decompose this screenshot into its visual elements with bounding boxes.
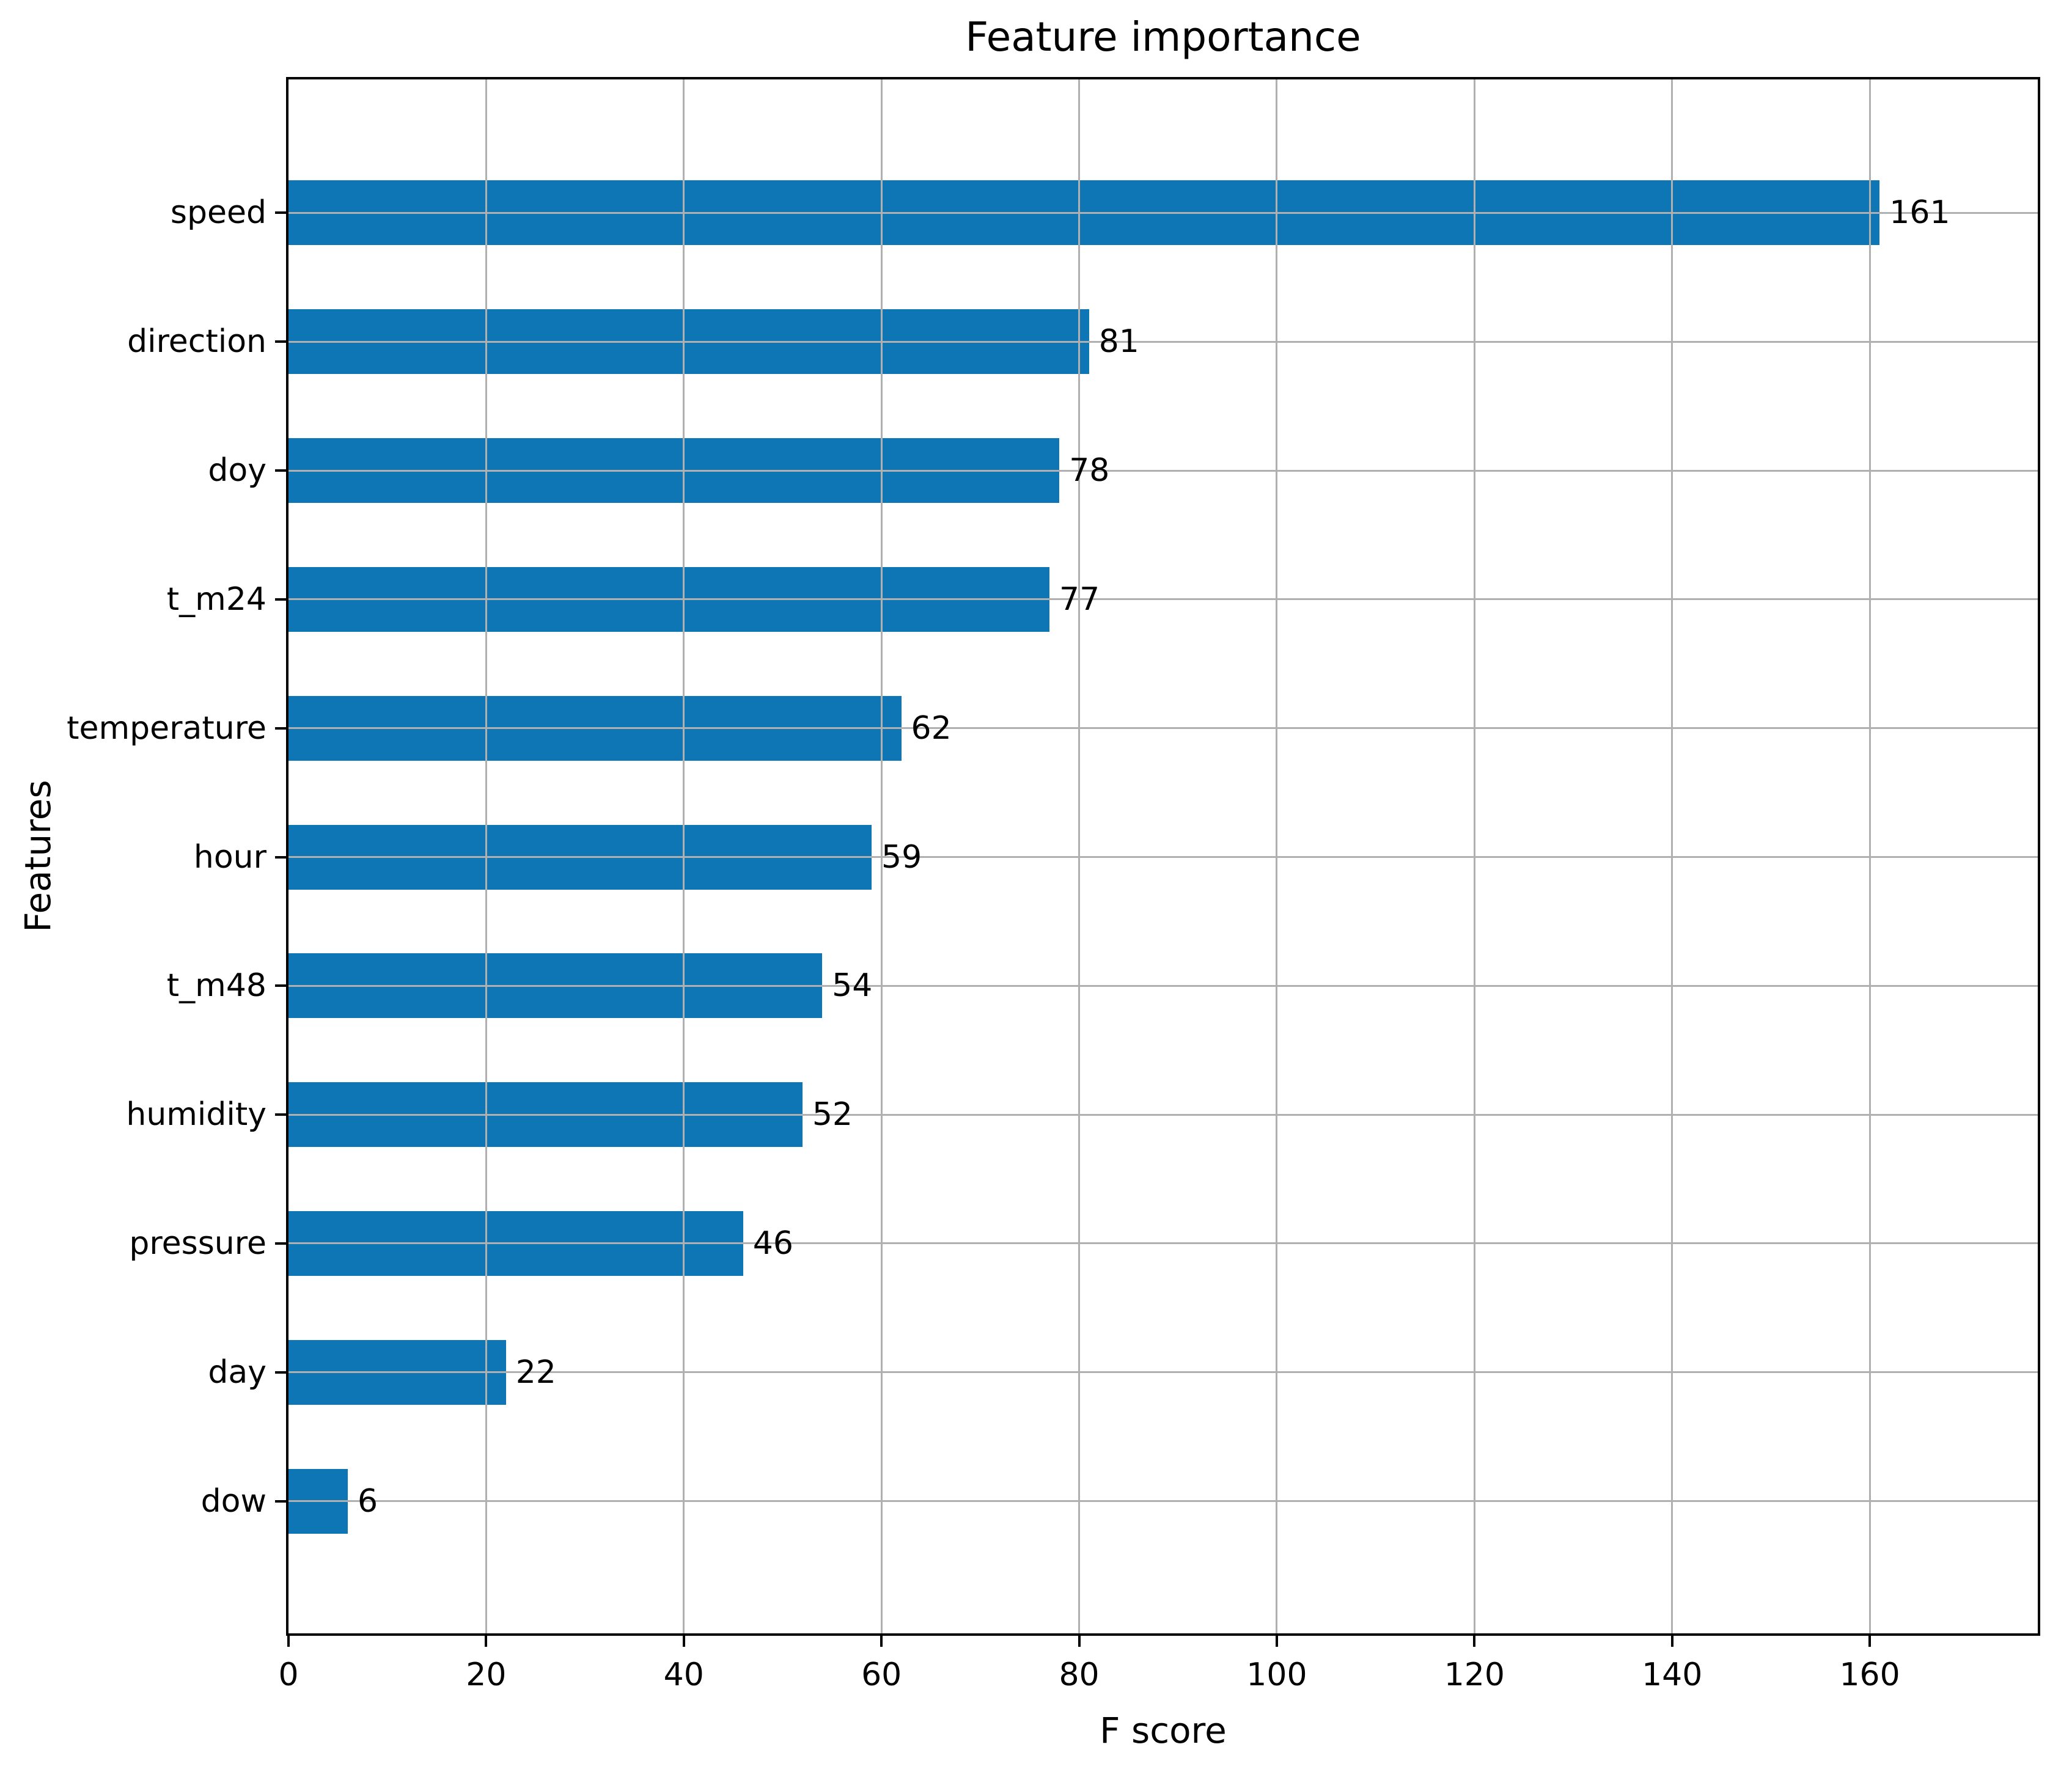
x-tick-100 bbox=[1275, 1636, 1278, 1647]
y-gridline-speed bbox=[288, 211, 2038, 214]
y-tick-direction bbox=[275, 340, 286, 343]
y-gridline-doy bbox=[288, 469, 2038, 472]
value-label-speed: 161 bbox=[1889, 194, 1950, 232]
x-tick-label-0: 0 bbox=[278, 1657, 299, 1693]
y-tick-doy bbox=[275, 469, 286, 472]
y-tick-t_m48 bbox=[275, 984, 286, 987]
category-label-pressure: pressure bbox=[129, 1225, 266, 1262]
value-label-t_m24: 77 bbox=[1059, 581, 1100, 618]
value-label-doy: 78 bbox=[1069, 452, 1110, 489]
y-tick-dow bbox=[275, 1500, 286, 1503]
y-gridline-t_m24 bbox=[288, 598, 2038, 601]
x-tick-120 bbox=[1473, 1636, 1476, 1647]
x-tick-140 bbox=[1670, 1636, 1673, 1647]
y-gridline-dow bbox=[288, 1500, 2038, 1503]
category-label-humidity: humidity bbox=[126, 1096, 266, 1134]
category-label-direction: direction bbox=[127, 323, 266, 361]
y-gridline-hour bbox=[288, 856, 2038, 859]
x-tick-label-40: 40 bbox=[663, 1657, 704, 1693]
y-gridline-temperature bbox=[288, 727, 2038, 730]
x-tick-label-160: 160 bbox=[1839, 1657, 1900, 1693]
y-gridline-humidity bbox=[288, 1113, 2038, 1116]
x-tick-0 bbox=[287, 1636, 290, 1647]
category-label-temperature: temperature bbox=[67, 709, 266, 747]
chart-title: Feature importance bbox=[965, 13, 1361, 60]
x-tick-60 bbox=[880, 1636, 883, 1647]
x-tick-label-80: 80 bbox=[1059, 1657, 1100, 1693]
x-tick-80 bbox=[1078, 1636, 1081, 1647]
value-label-t_m48: 54 bbox=[832, 967, 873, 1005]
value-label-direction: 81 bbox=[1098, 323, 1139, 361]
category-label-t_m48: t_m48 bbox=[166, 967, 266, 1005]
y-gridline-day bbox=[288, 1371, 2038, 1374]
x-tick-label-120: 120 bbox=[1444, 1657, 1505, 1693]
y-tick-humidity bbox=[275, 1113, 286, 1116]
category-label-dow: dow bbox=[200, 1482, 266, 1520]
value-label-hour: 59 bbox=[881, 838, 922, 876]
y-tick-pressure bbox=[275, 1242, 286, 1245]
value-label-day: 22 bbox=[515, 1353, 556, 1391]
x-axis-label: F score bbox=[1100, 1710, 1227, 1751]
category-label-day: day bbox=[208, 1353, 266, 1391]
x-tick-label-100: 100 bbox=[1246, 1657, 1307, 1693]
y-gridline-t_m48 bbox=[288, 984, 2038, 987]
x-tick-40 bbox=[682, 1636, 685, 1647]
y-tick-hour bbox=[275, 855, 286, 859]
y-gridline-pressure bbox=[288, 1242, 2038, 1245]
y-tick-t_m24 bbox=[275, 598, 286, 601]
category-label-speed: speed bbox=[170, 194, 266, 232]
value-label-humidity: 52 bbox=[812, 1096, 853, 1134]
y-tick-day bbox=[275, 1371, 286, 1374]
category-label-hour: hour bbox=[193, 838, 266, 876]
value-label-pressure: 46 bbox=[752, 1225, 793, 1262]
x-tick-20 bbox=[485, 1636, 488, 1647]
category-label-doy: doy bbox=[208, 452, 266, 489]
category-label-t_m24: t_m24 bbox=[166, 581, 266, 618]
y-tick-speed bbox=[275, 211, 286, 214]
value-label-temperature: 62 bbox=[911, 709, 952, 747]
plot-area: 161 81 78 77 62 59 54 52 46 22 6 bbox=[286, 77, 2040, 1636]
value-label-dow: 6 bbox=[358, 1482, 378, 1520]
y-tick-temperature bbox=[275, 727, 286, 730]
x-tick-160 bbox=[1868, 1636, 1872, 1647]
x-tick-label-140: 140 bbox=[1642, 1657, 1703, 1693]
x-tick-label-60: 60 bbox=[861, 1657, 902, 1693]
y-gridline-direction bbox=[288, 340, 2038, 343]
x-tick-label-20: 20 bbox=[466, 1657, 507, 1693]
